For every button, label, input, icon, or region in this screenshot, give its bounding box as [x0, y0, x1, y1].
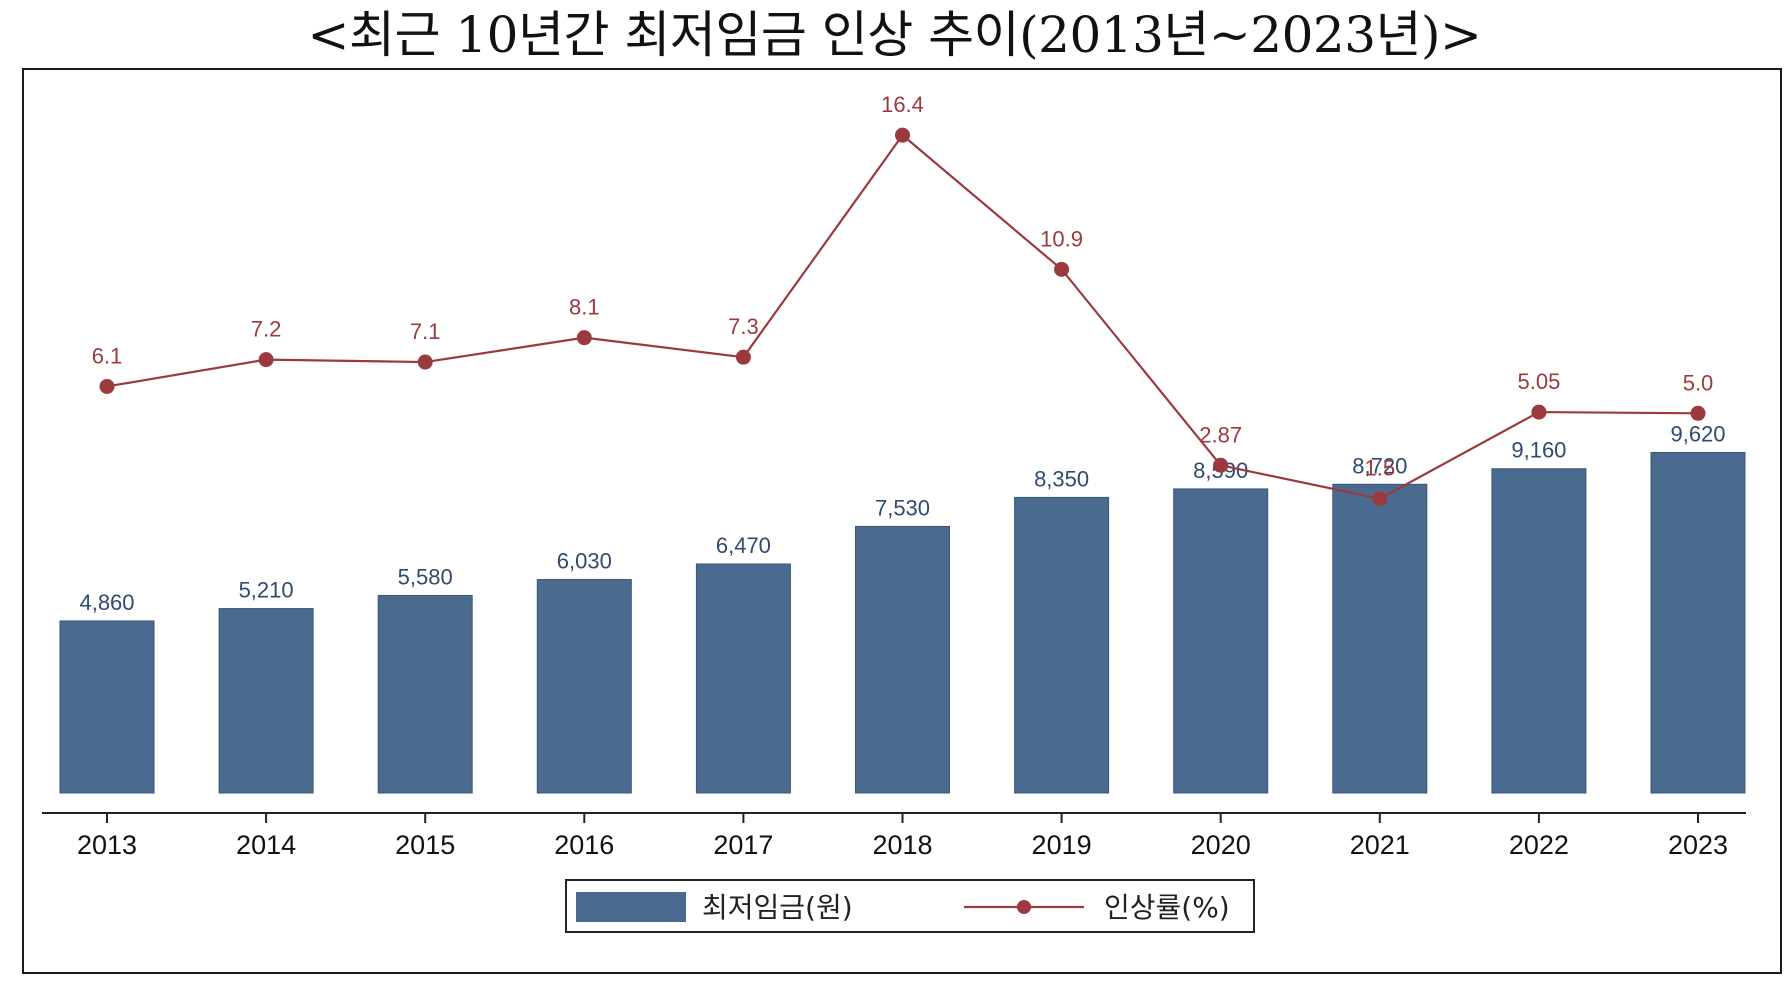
rate-point-2019 — [1054, 261, 1070, 277]
bar-value-label: 8,350 — [1034, 466, 1089, 491]
rate-point-2013 — [99, 378, 115, 394]
legend-box — [565, 879, 1255, 933]
rate-value-label: 5.05 — [1517, 369, 1560, 394]
chart-frame: 4,8605,2105,5806,0306,4707,5308,3508,590… — [22, 68, 1782, 974]
bar-value-label: 9,620 — [1670, 421, 1725, 446]
x-tick-label: 2016 — [554, 830, 614, 860]
rate-point-2014 — [258, 352, 274, 368]
x-tick-label: 2022 — [1509, 830, 1569, 860]
bar-2020 — [1173, 488, 1269, 794]
rate-value-label: 16.4 — [881, 92, 924, 117]
legend-swatch-min-wage — [576, 892, 686, 922]
x-ticks-layer: 2013 2014 2015 2016 2017 2018 2019 2020 2021 2022… — [77, 813, 1728, 860]
rate-point-2022 — [1531, 404, 1547, 420]
rate-value-label: 8.1 — [569, 295, 600, 320]
chart-plot: 4,8605,2105,5806,0306,4707,5308,3508,590… — [42, 92, 1746, 933]
bar-2013 — [59, 620, 155, 794]
bar-2023 — [1650, 451, 1746, 794]
rate-value-label: 7.3 — [728, 314, 759, 339]
bar-2022 — [1491, 468, 1587, 794]
rate-point-2020 — [1213, 457, 1229, 473]
bar-2018 — [855, 525, 950, 794]
rate-value-label: 7.2 — [251, 317, 282, 342]
bar-value-label: 9,160 — [1511, 438, 1566, 463]
bar-value-label: 8,720 — [1352, 453, 1407, 478]
bar-value-label: 5,210 — [239, 578, 294, 603]
rate-value-label: 1.5 — [1365, 456, 1396, 481]
bar-value-label: 4,860 — [79, 590, 134, 615]
rate-point-2023 — [1690, 405, 1706, 421]
x-tick-label: 2020 — [1191, 830, 1251, 860]
bar-2015 — [377, 594, 473, 794]
rate-value-label: 2.87 — [1199, 422, 1242, 447]
chart-title: <최근 10년간 최저임금 인상 추이(2013년~2023년)> — [307, 6, 1482, 64]
bar-value-label: 6,470 — [716, 533, 771, 558]
x-tick-label: 2021 — [1350, 830, 1410, 860]
bars-layer: 4,8605,2105,5806,0306,4707,5308,3508,590… — [59, 421, 1746, 794]
rate-line — [106, 133, 1699, 500]
rate-value-label: 6.1 — [92, 343, 123, 368]
x-tick-label: 2014 — [236, 830, 296, 860]
bar-value-label: 5,580 — [398, 564, 453, 589]
bar-value-label: 6,030 — [557, 549, 612, 574]
x-tick-label: 2013 — [77, 830, 137, 860]
legend-marker-rate — [1017, 900, 1031, 914]
legend-label-rate: 인상률(%) — [1104, 891, 1230, 924]
bar-2014 — [218, 608, 314, 794]
rate-value-label: 5.0 — [1683, 370, 1714, 395]
x-tick-label: 2023 — [1668, 830, 1728, 860]
bar-2017 — [695, 563, 791, 794]
rate-point-2016 — [576, 330, 592, 346]
bar-2021 — [1332, 483, 1428, 794]
bar-2019 — [1014, 496, 1110, 794]
legend: 최저임금(원) 인상률(%) — [565, 879, 1255, 933]
rate-point-2015 — [417, 354, 433, 370]
rate-point-2017 — [735, 349, 751, 365]
bar-2016 — [536, 579, 632, 794]
rate-point-2018 — [895, 127, 910, 143]
x-tick-label: 2018 — [872, 830, 932, 860]
rate-value-label: 10.9 — [1040, 226, 1083, 251]
rate-value-label: 7.1 — [410, 319, 441, 344]
x-tick-label: 2017 — [713, 830, 773, 860]
x-tick-label: 2019 — [1032, 830, 1092, 860]
rate-line-layer: 6.1 7.2 7.1 8.1 7.3 16.4 10.9 2.87 1.5 5.05 5.0 — [92, 92, 1714, 507]
rate-point-2021 — [1372, 491, 1388, 507]
legend-label-min-wage: 최저임금(원) — [702, 891, 853, 924]
x-tick-label: 2015 — [395, 830, 455, 860]
bar-value-label: 7,530 — [875, 495, 930, 520]
